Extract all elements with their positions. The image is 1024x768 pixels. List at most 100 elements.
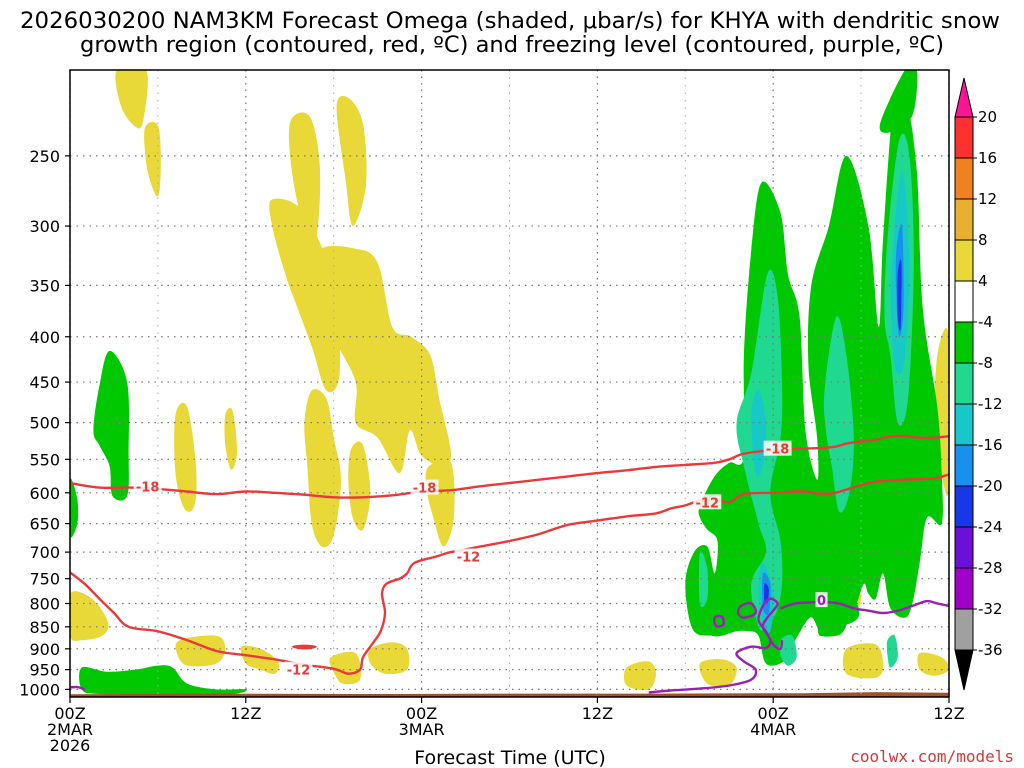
omega-region-down-weak-14 — [329, 651, 362, 685]
colorbar-label-4: 4 — [978, 272, 988, 290]
colorbar-label-2: 12 — [978, 190, 997, 208]
omega-region-down-weak-5 — [316, 245, 451, 474]
y-tick-label-450: 450 — [29, 373, 60, 392]
freezing-contour-0 — [780, 599, 949, 615]
y-tick-label-1000: 1000 — [19, 680, 60, 699]
colorbar-segment-0 — [954, 116, 974, 159]
ground-surface — [70, 692, 949, 697]
plot-frame — [69, 69, 950, 698]
omega-region-down-weak-9 — [174, 402, 197, 512]
y-tick-label-900: 900 — [29, 640, 60, 659]
colorbar-label-7: -12 — [978, 395, 1003, 413]
colorbar-segment-4 — [954, 280, 974, 323]
colorbar-segment-10 — [954, 526, 974, 569]
colorbar-segment-5 — [954, 321, 974, 364]
omega-region-down-weak-11 — [70, 591, 109, 641]
contours: -18 -18 -18 -12 -12 -12 0 — [70, 434, 949, 694]
colorbar-segment-9 — [954, 485, 974, 528]
x-tick-label-0-0: 00Z — [54, 704, 85, 723]
y-tick-label-300: 300 — [29, 217, 60, 236]
omega-region-down-weak-2 — [288, 112, 321, 252]
colorbar-label-0: 20 — [978, 108, 997, 126]
dgz-contour-minus18-0 — [70, 434, 949, 499]
credit-text: coolwx.com/models — [850, 747, 1014, 766]
contour-label-bg-1 — [410, 479, 439, 495]
dgz-contour-minus12-3 — [70, 473, 949, 675]
contour-label-2: -18 — [766, 443, 790, 458]
y-tick-label-350: 350 — [29, 276, 60, 295]
freezing-contour-1 — [736, 601, 758, 619]
omega-region-down-weak-16 — [623, 661, 656, 691]
colorbar-bottom-arrow — [954, 649, 974, 691]
colorbar-segment-6 — [954, 362, 974, 405]
omega-region-up-moderate-33 — [886, 634, 898, 668]
omega-region-down-weak-4 — [269, 198, 341, 393]
omega-region-up-strong-34 — [751, 390, 767, 477]
omega-region-down-weak-0 — [115, 70, 148, 129]
contour-label-bg-0 — [133, 478, 162, 494]
x-tick-label-0-1: 2MAR — [47, 720, 93, 739]
omega-region-up-weak-27 — [879, 70, 918, 133]
colorbar-segment-1 — [954, 157, 974, 200]
colorbar-segment-8 — [954, 444, 974, 487]
omega-region-down-weak-10 — [224, 407, 238, 470]
omega-region-down-weak-1 — [144, 121, 161, 197]
colorbar-label-11: -28 — [978, 559, 1003, 577]
y-tick-label-700: 700 — [29, 543, 60, 562]
omega-region-up-weak-25 — [685, 87, 943, 666]
freezing-contour-4 — [70, 685, 86, 691]
x-axis-label: Forecast Time (UTC) — [414, 747, 605, 768]
freezing-contour-3 — [648, 597, 784, 694]
colorbar-label-9: -20 — [978, 477, 1003, 495]
freezing-contour-2 — [713, 614, 725, 628]
omega-region-up-max-40 — [897, 259, 902, 331]
contour-label-1: -18 — [413, 482, 437, 497]
chart-title-line-1: 2026030200 NAM3KM Forecast Omega (shaded… — [20, 9, 1000, 34]
y-tick-label-850: 850 — [29, 618, 60, 637]
omega-region-down-weak-13 — [240, 645, 280, 674]
omega-region-down-weak-12 — [175, 635, 226, 667]
omega-region-up-moderate-32 — [779, 634, 797, 666]
colorbar-segment-12 — [954, 608, 974, 651]
x-tick-label-36-0: 12Z — [582, 704, 613, 723]
omega-region-up-weak-24 — [79, 665, 247, 695]
omega-region-down-weak-3 — [336, 95, 367, 227]
omega-region-down-weak-8 — [348, 441, 371, 531]
y-tick-label-650: 650 — [29, 515, 60, 534]
colorbar-segment-2 — [954, 198, 974, 241]
contour-label-4: -12 — [696, 496, 720, 511]
contour-label-3: -12 — [457, 550, 481, 565]
x-tick-label-24-1: 3MAR — [399, 720, 445, 739]
y-tick-label-250: 250 — [29, 147, 60, 166]
colorbar-label-3: 8 — [978, 231, 988, 249]
y-tick-label-600: 600 — [29, 484, 60, 503]
contour-label-bg-2 — [763, 440, 792, 456]
x-tick-label-0-2: 2026 — [50, 736, 91, 755]
x-tick-label-24-0: 00Z — [406, 704, 437, 723]
colorbar: 20 16 12 8 4 -4 -8 -12 -16 -20 -24 -28 -32 -36 — [954, 77, 1003, 691]
contour-label-bg-6 — [815, 592, 828, 608]
colorbar-label-1: 16 — [978, 149, 997, 167]
colorbar-segment-11 — [954, 567, 974, 610]
colorbar-label-8: -16 — [978, 436, 1003, 454]
contour-label-6: 0 — [817, 594, 826, 609]
chart-title-line-2: growth region (contoured, red, ºC) and f… — [80, 33, 944, 58]
y-tick-label-800: 800 — [29, 595, 60, 614]
omega-region-down-weak-17 — [699, 659, 737, 688]
y-tick-label-500: 500 — [29, 414, 60, 433]
contour-label-bg-5 — [284, 661, 313, 677]
colorbar-label-13: -36 — [978, 641, 1003, 659]
dgz-small-region — [291, 644, 317, 650]
x-tick-label-48-0: 00Z — [758, 704, 789, 723]
omega-region-up-weak-23 — [70, 478, 79, 538]
plot-area: -18 -18 -18 -12 -12 -12 0 — [69, 69, 950, 698]
colorbar-label-10: -24 — [978, 518, 1003, 536]
omega-shading — [70, 70, 949, 697]
contour-label-5: -12 — [287, 664, 311, 679]
colorbar-label-5: -4 — [978, 313, 993, 331]
x-tick-label-60-0: 12Z — [933, 704, 964, 723]
contour-label-bg-4 — [693, 494, 722, 510]
y-tick-label-950: 950 — [29, 661, 60, 680]
